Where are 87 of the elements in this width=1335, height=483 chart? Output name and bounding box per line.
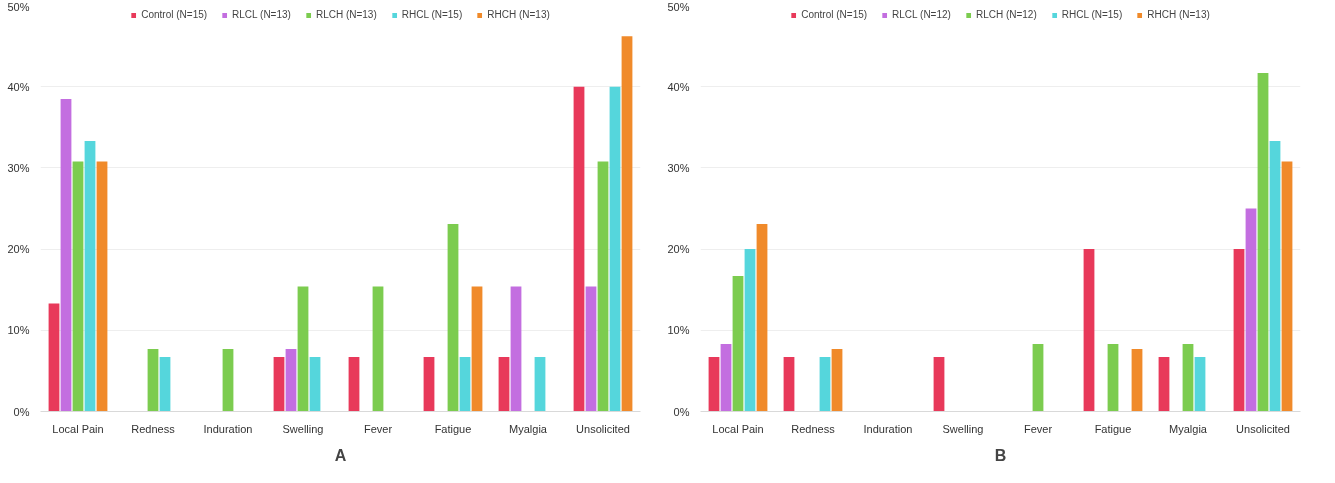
legend-label: RLCL (N=13) xyxy=(232,9,291,20)
bar xyxy=(1269,141,1281,412)
bar xyxy=(744,249,756,412)
bar xyxy=(1245,208,1257,412)
bar xyxy=(573,86,585,412)
y-tick-label: 30% xyxy=(7,161,30,174)
bar xyxy=(1257,72,1269,412)
x-tick-label: Swelling xyxy=(942,422,984,435)
x-tick-label: Fever xyxy=(1023,422,1053,435)
x-tick-label: Redness xyxy=(791,422,836,435)
bar xyxy=(423,357,435,412)
y-tick-label: 0% xyxy=(13,405,30,418)
bar xyxy=(48,303,60,412)
bar xyxy=(1032,344,1044,412)
x-tick-label: Local Pain xyxy=(712,422,764,435)
legend-label: RHCL (N=15) xyxy=(401,9,463,20)
x-tick-label: Unsolicited xyxy=(576,422,630,435)
x-tick-label: Unsolicited xyxy=(1236,422,1290,435)
bar xyxy=(273,357,285,412)
bar xyxy=(309,357,321,412)
bar xyxy=(933,357,945,412)
bar xyxy=(609,86,621,412)
bar xyxy=(819,357,831,412)
x-tick-label: Local Pain xyxy=(52,422,104,435)
text: B xyxy=(994,446,1007,464)
y-tick-label: 50% xyxy=(667,0,690,13)
bar xyxy=(585,286,597,412)
bar xyxy=(498,357,510,412)
legend-label: RLCL (N=12) xyxy=(892,9,951,20)
y-tick-label: 20% xyxy=(7,243,30,256)
bar xyxy=(447,223,459,412)
bar xyxy=(1281,161,1293,412)
bar xyxy=(297,286,309,412)
y-tick-label: 10% xyxy=(667,324,690,337)
x-tick-label: Fatigue xyxy=(434,422,472,435)
legend-label: Control (N=15) xyxy=(141,9,208,20)
bar xyxy=(372,286,384,412)
legend-label: RHCL (N=15) xyxy=(1061,9,1123,20)
x-tick-label: Myalgia xyxy=(1169,422,1208,435)
bar xyxy=(459,357,471,412)
bar xyxy=(510,286,522,412)
bar xyxy=(831,348,843,412)
x-tick-label: Induration xyxy=(203,422,253,435)
legend-label: RLCH (N=12) xyxy=(975,9,1037,20)
legend-label: Control (N=15) xyxy=(801,9,868,20)
bar xyxy=(1233,249,1245,412)
bar xyxy=(1194,357,1206,412)
x-tick-label: Myalgia xyxy=(509,422,548,435)
bar xyxy=(708,357,720,412)
x-tick-label: Induration xyxy=(863,422,913,435)
x-tick-label: Fever xyxy=(363,422,393,435)
bar xyxy=(1083,249,1095,412)
x-tick-label: Swelling xyxy=(282,422,324,435)
bar xyxy=(84,141,96,412)
bar xyxy=(72,161,84,412)
bar xyxy=(1131,348,1143,412)
bar xyxy=(732,275,744,412)
x-tick-label: Fatigue xyxy=(1094,422,1132,435)
y-tick-label: 40% xyxy=(667,80,690,93)
bar xyxy=(348,357,360,412)
bar xyxy=(147,348,159,412)
y-tick-label: 10% xyxy=(7,324,30,337)
bar xyxy=(534,357,546,412)
y-tick-label: 20% xyxy=(667,243,690,256)
bar xyxy=(756,223,768,412)
legend-label: RHCH (N=13) xyxy=(1147,9,1210,20)
legend-label: RLCH (N=13) xyxy=(315,9,377,20)
bar xyxy=(1182,344,1194,412)
bar xyxy=(96,161,108,412)
bar xyxy=(471,286,483,412)
y-tick-label: 40% xyxy=(7,80,30,93)
bar xyxy=(60,98,72,412)
bar xyxy=(597,161,609,412)
bar xyxy=(1158,357,1170,412)
y-tick-label: 50% xyxy=(7,0,30,13)
bar xyxy=(159,357,171,412)
legend-label: RHCH (N=13) xyxy=(487,9,550,20)
bar xyxy=(720,344,732,412)
y-tick-label: 0% xyxy=(673,405,690,418)
y-tick-label: 30% xyxy=(667,161,690,174)
x-tick-label: Redness xyxy=(131,422,176,435)
bar xyxy=(222,348,234,412)
bar xyxy=(621,36,633,412)
bar xyxy=(1107,344,1119,412)
bar xyxy=(783,357,795,412)
text: A xyxy=(334,446,347,464)
bar xyxy=(285,348,297,412)
